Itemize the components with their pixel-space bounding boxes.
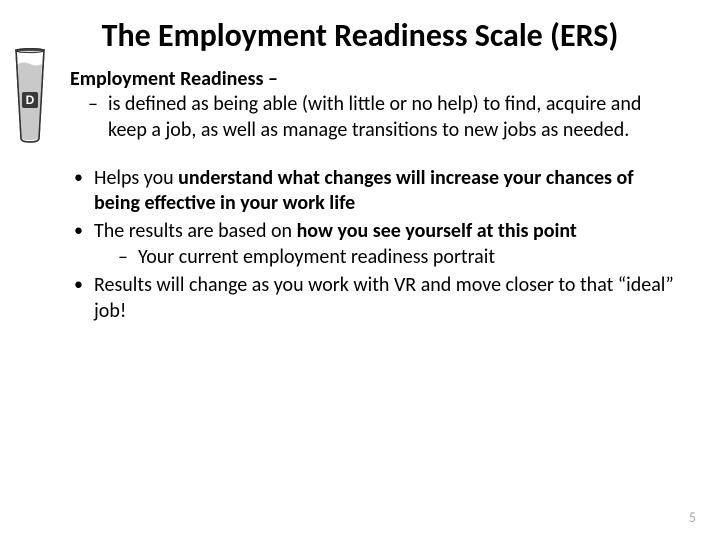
content-area: Employment Readiness – is defined as bei… (40, 67, 680, 324)
glass-water-icon: D (12, 48, 48, 146)
bullet-text-pre: The results are based on (94, 219, 297, 243)
sub-list-item: Your current employment readiness portra… (94, 245, 680, 271)
list-item: Results will change as you work with VR … (70, 273, 680, 324)
bullet-text-pre: Helps you (94, 166, 178, 190)
definition-body: is defined as being able (with little or… (70, 92, 680, 143)
bullet-text-bold: how you see yourself at this point (297, 219, 577, 243)
page-number: 5 (689, 509, 696, 526)
bullet-list: Helps you understand what changes will i… (70, 166, 680, 325)
definition-heading: Employment Readiness – (70, 67, 680, 93)
list-item: Helps you understand what changes will i… (70, 166, 680, 217)
page-title: The Employment Readiness Scale (ERS) (40, 18, 680, 55)
glass-label-letter: D (26, 93, 35, 107)
slide: D The Employment Readiness Scale (ERS) E… (0, 0, 720, 540)
list-item: The results are based on how you see you… (70, 219, 680, 271)
